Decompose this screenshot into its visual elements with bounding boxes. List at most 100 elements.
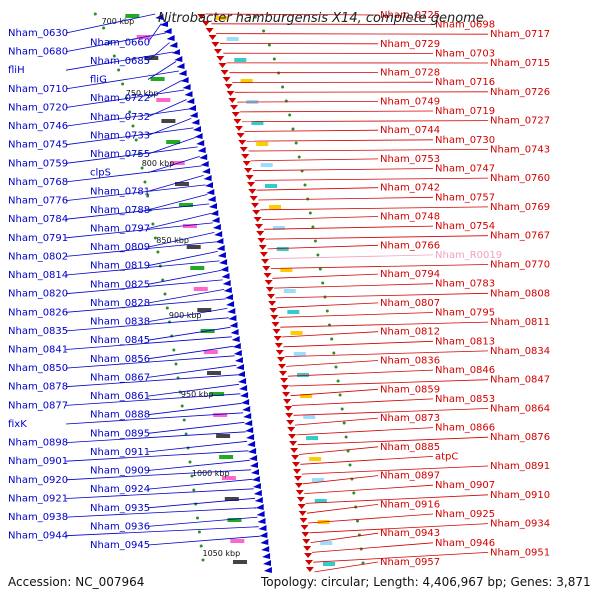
gene-label-nham_0911[interactable]: Nham_0911 [90, 447, 150, 458]
gene-label-nham_0853[interactable]: Nham_0853 [435, 394, 495, 405]
gene-label-nham_0921[interactable]: Nham_0921 [8, 494, 68, 505]
gene-label-nham_0783[interactable]: Nham_0783 [435, 279, 495, 290]
gene-label-nham_0727[interactable]: Nham_0727 [490, 116, 550, 127]
gene-label-nham_0825[interactable]: Nham_0825 [90, 279, 150, 290]
gene-label-nham_0878[interactable]: Nham_0878 [8, 382, 68, 393]
gene-label-nham_0660[interactable]: Nham_0660 [90, 37, 150, 48]
gene-label-nham_0732[interactable]: Nham_0732 [90, 112, 150, 123]
gene-label-nham_0788[interactable]: Nham_0788 [90, 205, 150, 216]
gene-label-nham_0812[interactable]: Nham_0812 [380, 327, 440, 338]
gene-label-nham_0759[interactable]: Nham_0759 [8, 158, 68, 169]
gene-label-nham_0936[interactable]: Nham_0936 [90, 521, 150, 532]
gene-label-nham_0757[interactable]: Nham_0757 [435, 192, 495, 203]
gene-label-nham_0820[interactable]: Nham_0820 [8, 289, 68, 300]
gene-label-nham_0898[interactable]: Nham_0898 [8, 438, 68, 449]
gene-label-nham_0945[interactable]: Nham_0945 [90, 540, 150, 551]
gene-label-nham_0728[interactable]: Nham_0728 [380, 68, 440, 79]
gene-label-nham_0916[interactable]: Nham_0916 [380, 499, 440, 510]
gene-label-nham_0826[interactable]: Nham_0826 [8, 307, 68, 318]
gene-label-nham_0901[interactable]: Nham_0901 [8, 456, 68, 467]
gene-label-nham_0907[interactable]: Nham_0907 [435, 480, 495, 491]
gene-label-nham_0836[interactable]: Nham_0836 [380, 356, 440, 367]
gene-label-nham_0944[interactable]: Nham_0944 [8, 531, 68, 542]
gene-label-nham_0698[interactable]: Nham_0698 [435, 20, 495, 31]
gene-label-nham_0934[interactable]: Nham_0934 [490, 519, 550, 530]
gene-label-nham_0841[interactable]: Nham_0841 [8, 345, 68, 356]
gene-label-nham_0867[interactable]: Nham_0867 [90, 372, 150, 383]
gene-label-nham_0811[interactable]: Nham_0811 [490, 317, 550, 328]
gene-label-nham_0716[interactable]: Nham_0716 [435, 77, 495, 88]
gene-label-nham_0885[interactable]: Nham_0885 [380, 442, 440, 453]
gene-label-nham_0943[interactable]: Nham_0943 [380, 528, 440, 539]
gene-label-nham_0809[interactable]: Nham_0809 [90, 242, 150, 253]
gene-label-nham_0957[interactable]: Nham_0957 [380, 557, 440, 568]
gene-label-nham_0754[interactable]: Nham_0754 [435, 221, 495, 232]
gene-label-nham_r0019[interactable]: Nham_R0019 [435, 250, 502, 261]
gene-label-nham_0725[interactable]: Nham_0725 [380, 10, 440, 21]
gene-label-nham_0726[interactable]: Nham_0726 [490, 87, 550, 98]
gene-label-nham_0795[interactable]: Nham_0795 [435, 308, 495, 319]
gene-label-nham_0925[interactable]: Nham_0925 [435, 509, 495, 520]
gene-label-nham_0828[interactable]: Nham_0828 [90, 298, 150, 309]
gene-label-nham_0760[interactable]: Nham_0760 [490, 173, 550, 184]
gene-label-nham_0951[interactable]: Nham_0951 [490, 547, 550, 558]
gene-label-nham_0946[interactable]: Nham_0946 [435, 538, 495, 549]
gene-label-nham_0729[interactable]: Nham_0729 [380, 39, 440, 50]
gene-label-nham_0856[interactable]: Nham_0856 [90, 354, 150, 365]
gene-label-nham_0743[interactable]: Nham_0743 [490, 144, 550, 155]
gene-label-nham_0733[interactable]: Nham_0733 [90, 130, 150, 141]
gene-label-nham_0866[interactable]: Nham_0866 [435, 423, 495, 434]
gene-label-nham_0864[interactable]: Nham_0864 [490, 404, 550, 415]
gene-label-nham_0897[interactable]: Nham_0897 [380, 471, 440, 482]
gene-label-nham_0703[interactable]: Nham_0703 [435, 48, 495, 59]
gene-label-flih[interactable]: fliH [8, 65, 25, 76]
gene-label-nham_0742[interactable]: Nham_0742 [380, 183, 440, 194]
gene-label-nham_0768[interactable]: Nham_0768 [8, 177, 68, 188]
gene-label-nham_0859[interactable]: Nham_0859 [380, 384, 440, 395]
gene-label-nham_0749[interactable]: Nham_0749 [380, 96, 440, 107]
gene-label-nham_0744[interactable]: Nham_0744 [380, 125, 440, 136]
gene-label-nham_0847[interactable]: Nham_0847 [490, 375, 550, 386]
gene-label-nham_0938[interactable]: Nham_0938 [8, 512, 68, 523]
gene-label-nham_0719[interactable]: Nham_0719 [435, 106, 495, 117]
gene-label-nham_0710[interactable]: Nham_0710 [8, 84, 68, 95]
gene-label-nham_0838[interactable]: Nham_0838 [90, 317, 150, 328]
gene-label-nham_0717[interactable]: Nham_0717 [490, 29, 550, 40]
gene-label-nham_0715[interactable]: Nham_0715 [490, 58, 550, 69]
gene-label-nham_0776[interactable]: Nham_0776 [8, 196, 68, 207]
gene-label-atpc[interactable]: atpC [435, 451, 458, 462]
gene-label-nham_0745[interactable]: Nham_0745 [8, 140, 68, 151]
gene-label-nham_0767[interactable]: Nham_0767 [490, 231, 550, 242]
gene-label-nham_0794[interactable]: Nham_0794 [380, 269, 440, 280]
gene-label-nham_0747[interactable]: Nham_0747 [435, 164, 495, 175]
gene-label-nham_0784[interactable]: Nham_0784 [8, 214, 68, 225]
gene-label-nham_0802[interactable]: Nham_0802 [8, 251, 68, 262]
gene-label-nham_0873[interactable]: Nham_0873 [380, 413, 440, 424]
gene-label-nham_0845[interactable]: Nham_0845 [90, 335, 150, 346]
gene-label-nham_0797[interactable]: Nham_0797 [90, 224, 150, 235]
gene-label-nham_0722[interactable]: Nham_0722 [90, 93, 150, 104]
gene-label-nham_0748[interactable]: Nham_0748 [380, 212, 440, 223]
gene-label-nham_0766[interactable]: Nham_0766 [380, 240, 440, 251]
gene-label-nham_0877[interactable]: Nham_0877 [8, 400, 68, 411]
gene-label-nham_0807[interactable]: Nham_0807 [380, 298, 440, 309]
gene-label-nham_0910[interactable]: Nham_0910 [490, 490, 550, 501]
gene-label-nham_0924[interactable]: Nham_0924 [90, 484, 150, 495]
gene-label-nham_0819[interactable]: Nham_0819 [90, 261, 150, 272]
gene-label-nham_0835[interactable]: Nham_0835 [8, 326, 68, 337]
gene-label-nham_0770[interactable]: Nham_0770 [490, 260, 550, 271]
gene-label-nham_0746[interactable]: Nham_0746 [8, 121, 68, 132]
gene-label-nham_0730[interactable]: Nham_0730 [435, 135, 495, 146]
gene-label-nham_0685[interactable]: Nham_0685 [90, 56, 150, 67]
gene-label-nham_0791[interactable]: Nham_0791 [8, 233, 68, 244]
gene-label-nham_0891[interactable]: Nham_0891 [490, 461, 550, 472]
gene-label-flig[interactable]: fliG [90, 75, 107, 86]
gene-label-nham_0861[interactable]: Nham_0861 [90, 391, 150, 402]
gene-label-nham_0720[interactable]: Nham_0720 [8, 103, 68, 114]
gene-label-nham_0935[interactable]: Nham_0935 [90, 503, 150, 514]
gene-label-nham_0834[interactable]: Nham_0834 [490, 346, 550, 357]
gene-label-nham_0850[interactable]: Nham_0850 [8, 363, 68, 374]
gene-label-nham_0846[interactable]: Nham_0846 [435, 365, 495, 376]
gene-label-nham_0920[interactable]: Nham_0920 [8, 475, 68, 486]
gene-label-nham_0888[interactable]: Nham_0888 [90, 410, 150, 421]
